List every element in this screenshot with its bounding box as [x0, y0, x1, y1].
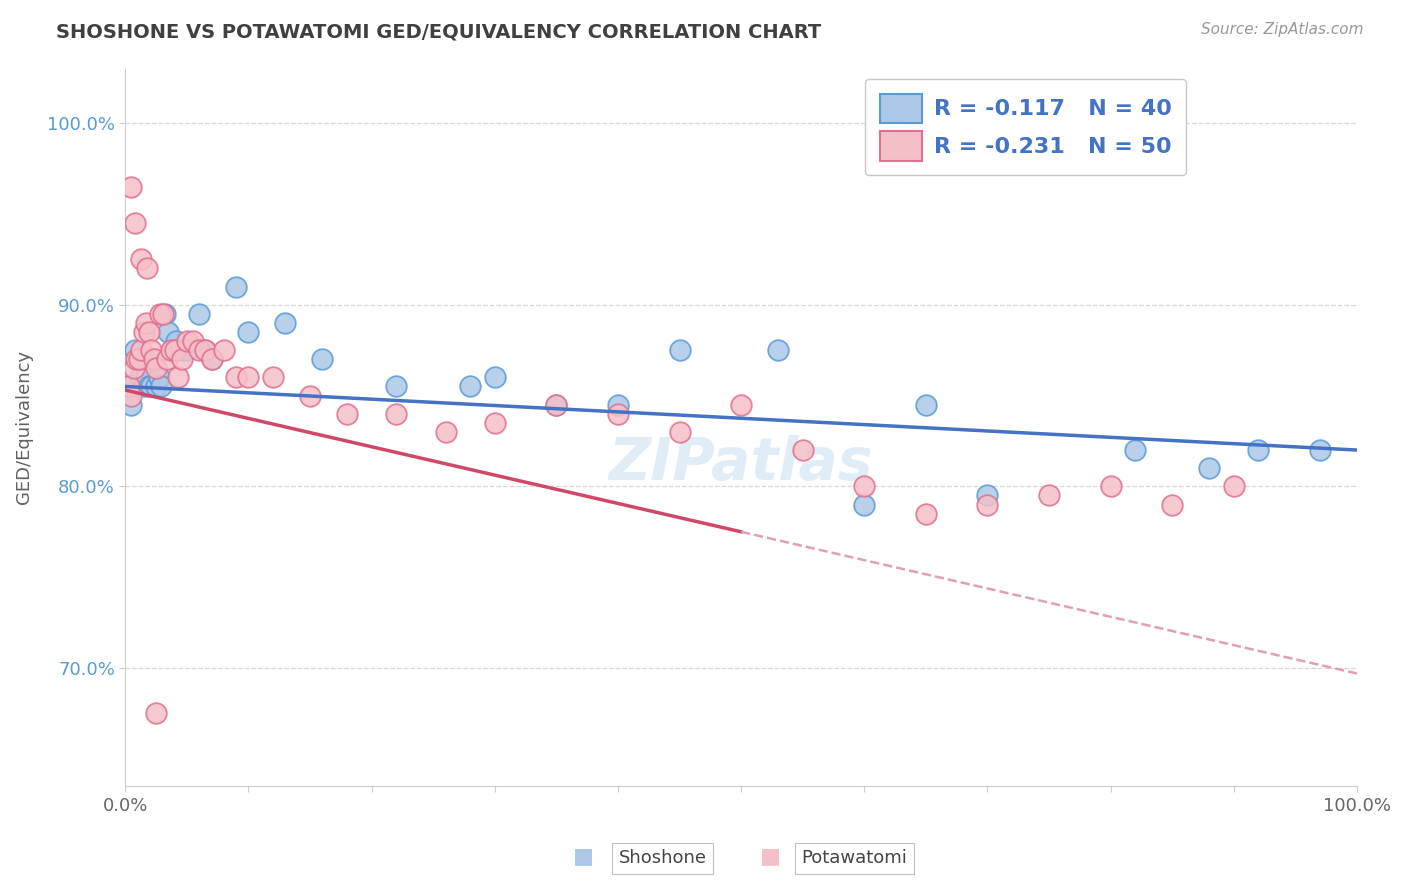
Point [188, 307, 211, 321]
Point [141, 379, 163, 393]
Point [181, 334, 204, 348]
Point [170, 352, 193, 367]
Legend: R = -0.117   N = 40, R = -0.231   N = 50: R = -0.117 N = 40, R = -0.231 N = 50 [865, 78, 1187, 176]
Text: Shoshone: Shoshone [619, 849, 707, 867]
Point [792, 443, 814, 458]
Point [1161, 498, 1184, 512]
Point [730, 398, 752, 412]
Point [121, 388, 143, 402]
Point [149, 307, 172, 321]
Point [121, 398, 143, 412]
Point [311, 352, 333, 367]
Text: ■: ■ [574, 846, 593, 865]
Point [385, 407, 408, 421]
Y-axis label: GED/Equivalency: GED/Equivalency [15, 351, 32, 504]
Point [194, 343, 217, 358]
Point [167, 370, 190, 384]
Point [138, 379, 160, 393]
Point [121, 179, 143, 194]
Point [160, 343, 183, 358]
Point [165, 334, 187, 348]
Text: Potawatomi: Potawatomi [801, 849, 907, 867]
Point [200, 352, 222, 367]
Point [176, 334, 198, 348]
Point [148, 370, 170, 384]
Point [1198, 461, 1220, 475]
Point [135, 316, 157, 330]
Point [138, 325, 160, 339]
Point [129, 370, 152, 384]
Point [118, 379, 141, 393]
Point [132, 379, 155, 393]
Point [118, 379, 141, 393]
Point [200, 352, 222, 367]
Point [127, 352, 149, 367]
Point [976, 488, 998, 502]
Text: SHOSHONE VS POTAWATOMI GED/EQUIVALENCY CORRELATION CHART: SHOSHONE VS POTAWATOMI GED/EQUIVALENCY C… [56, 22, 821, 41]
Point [152, 307, 174, 321]
Point [546, 398, 568, 412]
Point [274, 316, 297, 330]
Point [212, 343, 235, 358]
Point [1123, 443, 1146, 458]
Point [188, 343, 211, 358]
Text: ■: ■ [761, 846, 780, 865]
Point [132, 325, 155, 339]
Point [1099, 479, 1122, 493]
Point [136, 261, 159, 276]
Point [176, 343, 198, 358]
Point [160, 343, 183, 358]
Point [131, 343, 153, 358]
Point [766, 343, 789, 358]
Point [299, 388, 322, 402]
Point [145, 361, 167, 376]
Point [853, 498, 876, 512]
Point [238, 325, 260, 339]
Point [125, 352, 148, 367]
Point [1223, 479, 1246, 493]
Point [225, 370, 247, 384]
Text: Source: ZipAtlas.com: Source: ZipAtlas.com [1201, 22, 1364, 37]
Point [145, 379, 167, 393]
Point [157, 325, 180, 339]
Point [915, 507, 938, 521]
Point [128, 352, 150, 367]
Point [668, 343, 690, 358]
Point [607, 407, 630, 421]
Point [142, 352, 165, 367]
Point [156, 352, 179, 367]
Point [170, 343, 193, 358]
Point [1309, 443, 1331, 458]
Point [145, 706, 167, 721]
Point [131, 252, 153, 267]
Point [141, 343, 163, 358]
Point [122, 361, 145, 376]
Point [668, 425, 690, 439]
Point [607, 398, 630, 412]
Point [1247, 443, 1270, 458]
Point [915, 398, 938, 412]
Point [1038, 488, 1060, 502]
Text: ZIPatlas: ZIPatlas [609, 434, 873, 491]
Point [142, 352, 165, 367]
Point [124, 343, 146, 358]
Point [194, 343, 217, 358]
Point [124, 216, 146, 230]
Point [484, 416, 506, 430]
Point [976, 498, 998, 512]
Point [150, 379, 173, 393]
Point [434, 425, 457, 439]
Point [385, 379, 408, 393]
Point [458, 379, 481, 393]
Point [238, 370, 260, 384]
Point [262, 370, 284, 384]
Point [135, 370, 157, 384]
Point [153, 307, 176, 321]
Point [336, 407, 359, 421]
Point [225, 279, 247, 293]
Point [484, 370, 506, 384]
Point [546, 398, 568, 412]
Point [163, 343, 186, 358]
Point [853, 479, 876, 493]
